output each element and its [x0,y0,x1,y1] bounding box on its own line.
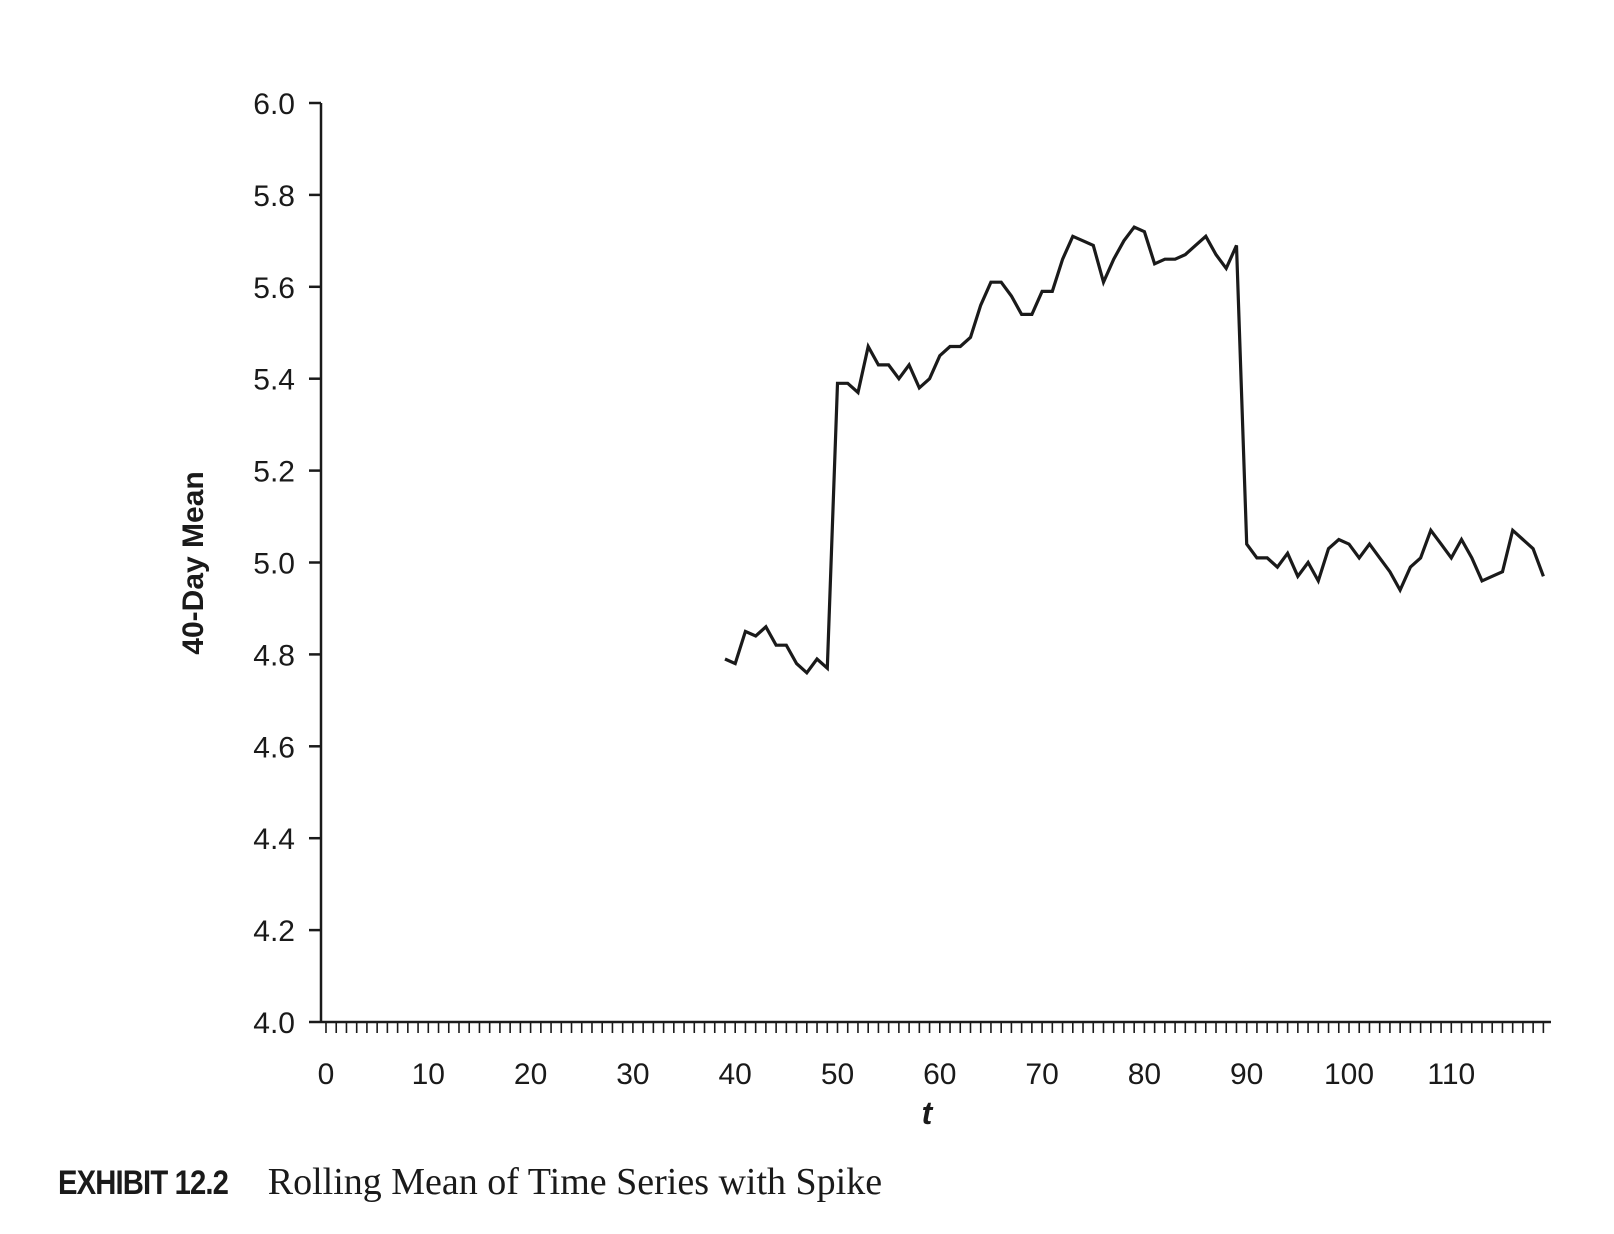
figure-caption: EXHIBIT 12.2 Rolling Mean of Time Series … [58,1160,882,1204]
chart-axes [319,103,1551,1024]
x-tick-label: 90 [1230,1058,1263,1091]
x-tick-label: 40 [719,1058,752,1091]
x-tick-label: 50 [821,1058,854,1091]
caption-text: Rolling Mean of Time Series with Spike [267,1161,883,1203]
x-axis-ticks: 0 10 20 30 40 50 60 70 80 90 100 110 [318,1022,1545,1091]
exhibit-label: EXHIBIT 12.2 [58,1164,229,1202]
y-tick-label: 5.4 [253,364,295,397]
y-tick-label: 5.6 [253,272,295,305]
y-tick-label: 4.2 [253,915,295,948]
y-tick-label: 4.6 [253,731,295,764]
y-tick-label: 4.0 [253,1007,295,1040]
x-tick-label: 30 [616,1058,649,1091]
y-tick-label: 5.0 [253,548,295,581]
x-tick-label: 100 [1324,1058,1374,1091]
x-tick-label: 110 [1427,1058,1475,1091]
y-tick-label: 4.4 [253,823,295,856]
series-layer [724,225,1545,676]
y-tick-label: 5.8 [253,180,295,213]
y-tick-label: 6.0 [253,88,295,121]
x-tick-label: 0 [318,1058,335,1091]
y-axis-title: 40-Day Mean [177,471,210,654]
y-tick-label: 4.8 [253,639,295,672]
x-tick-label: 80 [1128,1058,1161,1091]
x-tick-label: 60 [923,1058,956,1091]
y-axis-ticks: 4.0 4.2 4.4 4.6 4.8 5.0 5.2 5.4 5.6 5.8 6.0 [253,88,321,1040]
y-tick-label: 5.2 [253,456,295,489]
x-tick-label: 20 [514,1058,547,1091]
series-line-1 [724,225,1545,676]
x-tick-label: 10 [412,1058,445,1091]
x-axis-title: t [922,1095,934,1131]
x-tick-label: 70 [1025,1058,1058,1091]
